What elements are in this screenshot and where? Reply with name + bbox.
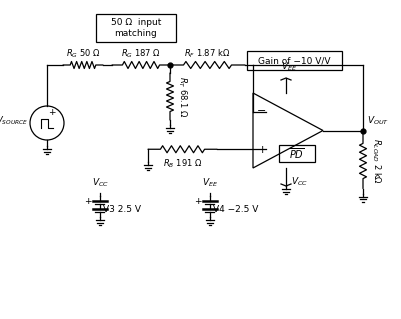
Text: $V_{CC}$: $V_{CC}$ (290, 176, 307, 188)
Text: V3 2.5 V: V3 2.5 V (103, 204, 141, 213)
Text: $R_G$ 187 Ω: $R_G$ 187 Ω (121, 48, 160, 60)
Bar (278, 145, 314, 162)
Text: +: + (48, 108, 56, 117)
Text: $R_G$ 50 Ω: $R_G$ 50 Ω (65, 48, 100, 60)
Bar (96, 14, 176, 42)
Text: $\overline{PD}$: $\overline{PD}$ (289, 146, 304, 161)
Text: 50 Ω  input
matching: 50 Ω input matching (111, 18, 161, 38)
Text: $R_{LOAD}$ 2 kΩ: $R_{LOAD}$ 2 kΩ (369, 138, 381, 184)
Text: $R_T$ 68.1 Ω: $R_T$ 68.1 Ω (176, 76, 188, 117)
Text: $R_B$ 191 Ω: $R_B$ 191 Ω (162, 157, 202, 170)
Text: Gain of −10 V/V: Gain of −10 V/V (257, 56, 330, 65)
Text: $V_{SOURCE}$: $V_{SOURCE}$ (0, 115, 28, 127)
Text: V4 −2.5 V: V4 −2.5 V (213, 204, 258, 213)
Text: +: + (84, 197, 91, 206)
Text: $V_{EE}$: $V_{EE}$ (280, 61, 296, 73)
Text: $V_{OUT}$: $V_{OUT}$ (366, 115, 388, 128)
Text: $V_{CC}$: $V_{CC}$ (91, 176, 108, 189)
Text: $R_F$ 1.87 kΩ: $R_F$ 1.87 kΩ (184, 48, 230, 60)
Text: $V_{EE}$: $V_{EE}$ (201, 176, 217, 189)
Text: −: − (257, 106, 266, 116)
Text: +: + (257, 145, 266, 155)
Bar (246, 51, 341, 70)
Text: +: + (194, 197, 201, 206)
